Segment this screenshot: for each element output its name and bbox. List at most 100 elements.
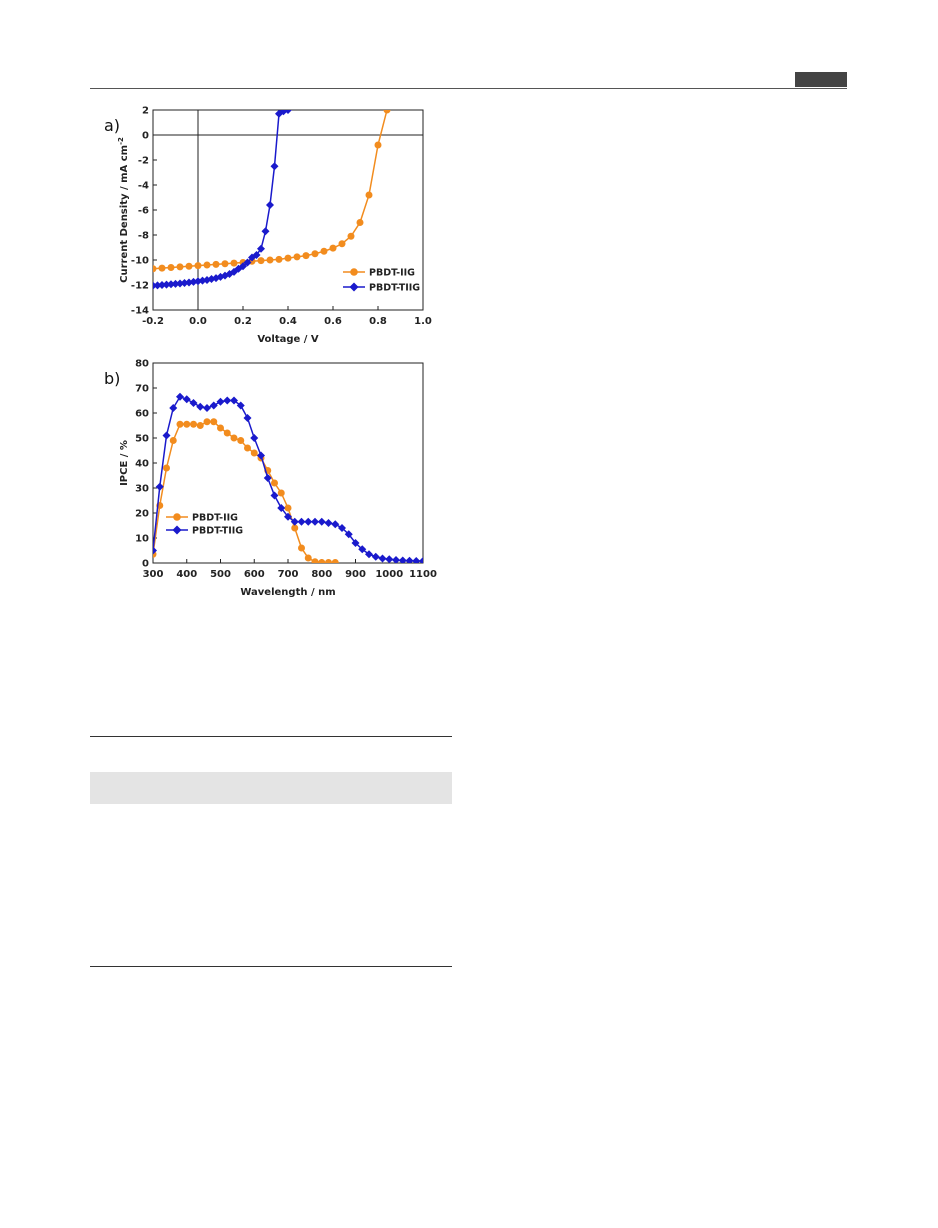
y-tick-label-b: 0	[142, 559, 149, 570]
x-tick-label-a: 0.8	[369, 316, 387, 327]
legend-b-marker-1	[172, 525, 182, 535]
data-point-b-1	[243, 414, 252, 422]
legend-a: PBDT-IIG PBDT-TIIG	[343, 268, 420, 294]
data-point-a-0	[365, 191, 373, 199]
data-point-a-0	[383, 110, 391, 114]
data-point-a-1	[261, 227, 270, 236]
data-point-b-1	[398, 556, 407, 563]
y-tick-label-a: -12	[131, 281, 149, 292]
data-point-b-1	[351, 539, 360, 547]
data-point-a-0	[221, 260, 229, 268]
data-point-b-0	[203, 418, 211, 426]
data-point-a-1	[243, 258, 252, 267]
data-point-b-0	[176, 420, 184, 428]
data-point-b-1	[236, 401, 245, 410]
y-tick-label-a: 0	[142, 131, 149, 142]
data-point-a-0	[284, 254, 292, 262]
jv-chart: -0.2 0.0 0.2 0.4 0.6 0.8 1.0 -14 -12 -10 -8 -6 -4 -2 0…	[104, 106, 432, 346]
y-tick-label-a: -14	[131, 306, 149, 317]
data-point-b-1	[344, 530, 353, 539]
data-point-b-0	[291, 524, 299, 532]
x-tick-label-a: 0.4	[279, 316, 297, 327]
panel-label-b: b)	[104, 369, 120, 388]
y-axis-label-b: IPCE / %	[119, 440, 130, 486]
data-point-b-1	[371, 552, 380, 561]
data-point-b-0	[163, 464, 170, 472]
ipce-plot-area	[152, 362, 424, 564]
y-axis-label-a-sup: -2	[117, 137, 125, 145]
data-point-b-1	[230, 396, 238, 405]
data-point-b-1	[338, 524, 346, 532]
data-point-a-0	[356, 219, 364, 226]
data-point-b-0	[325, 559, 332, 563]
data-point-b-1	[358, 545, 367, 554]
y-axis-label-a: Current Density / mA cm-2	[117, 137, 130, 283]
data-point-a-1	[239, 262, 247, 271]
data-point-a-0	[176, 263, 184, 271]
data-point-b-0	[210, 418, 218, 426]
y-tick-label-a: -6	[138, 206, 149, 217]
series-b-0	[153, 418, 339, 563]
data-point-a-1	[171, 279, 180, 288]
data-point-b-1	[392, 556, 400, 563]
data-point-a-1	[270, 162, 279, 171]
data-point-a-1	[252, 251, 261, 259]
data-point-b-1	[304, 517, 313, 526]
data-point-a-1	[284, 110, 292, 114]
y-tick-label-a: -4	[138, 181, 149, 192]
data-point-a-1	[153, 281, 162, 290]
data-point-a-0	[275, 255, 283, 263]
data-point-a-0	[194, 262, 202, 270]
table-top-rule	[90, 736, 452, 737]
data-point-a-1	[158, 281, 166, 289]
data-point-b-1	[324, 519, 333, 527]
data-point-a-1	[266, 201, 274, 209]
y-tick-label-b: 30	[135, 484, 149, 495]
legend-a-label-0: PBDT-IIG	[369, 268, 415, 279]
data-point-b-0	[169, 437, 177, 444]
y-tick-label-b: 40	[135, 459, 149, 470]
data-point-b-1	[277, 504, 286, 512]
data-point-b-1	[182, 395, 191, 404]
x-tick-label-a: 0.0	[189, 316, 207, 327]
data-point-a-0	[266, 256, 274, 264]
legend-a-marker-1	[349, 282, 359, 292]
data-point-b-0	[196, 422, 204, 429]
data-point-b-1	[378, 554, 387, 563]
data-point-b-1	[290, 517, 299, 526]
x-tick-label-b: 500	[210, 569, 231, 580]
legend-a-label-1: PBDT-TIIG	[369, 283, 420, 294]
y-axis-label-a-text: Current Density / mA cm	[119, 145, 130, 283]
y-tick-label-a: 2	[142, 106, 149, 117]
data-point-a-0	[203, 261, 211, 269]
x-tick-label-b: 900	[345, 569, 366, 580]
data-point-b-1	[263, 474, 272, 482]
table-bottom-rule	[90, 966, 452, 967]
data-point-b-1	[196, 402, 205, 411]
y-tick-label-b: 80	[135, 359, 149, 370]
data-point-b-0	[331, 559, 339, 563]
x-tick-label-b: 600	[244, 569, 265, 580]
x-tick-label-a: 0.6	[324, 316, 342, 327]
data-point-a-0	[329, 244, 337, 252]
data-point-b-0	[311, 558, 319, 563]
data-point-a-0	[185, 262, 193, 270]
data-point-b-0	[271, 479, 278, 487]
x-tick-label-b: 400	[176, 569, 197, 580]
x-axis-label-b: Wavelength / nm	[240, 587, 335, 598]
data-point-b-1	[270, 491, 279, 500]
data-point-b-1	[419, 557, 423, 563]
data-point-b-0	[217, 424, 224, 432]
data-point-b-0	[304, 554, 312, 562]
data-point-b-0	[250, 449, 258, 457]
data-point-b-1	[223, 396, 232, 405]
data-point-a-0	[230, 259, 238, 267]
legend-b-marker-0	[173, 513, 181, 521]
data-point-b-1	[412, 557, 421, 563]
data-point-b-1	[189, 399, 198, 407]
data-point-b-0	[284, 504, 292, 512]
data-point-a-1	[167, 280, 175, 289]
data-point-a-0	[320, 247, 328, 255]
data-point-a-0	[374, 141, 382, 149]
data-point-a-1	[162, 280, 171, 289]
